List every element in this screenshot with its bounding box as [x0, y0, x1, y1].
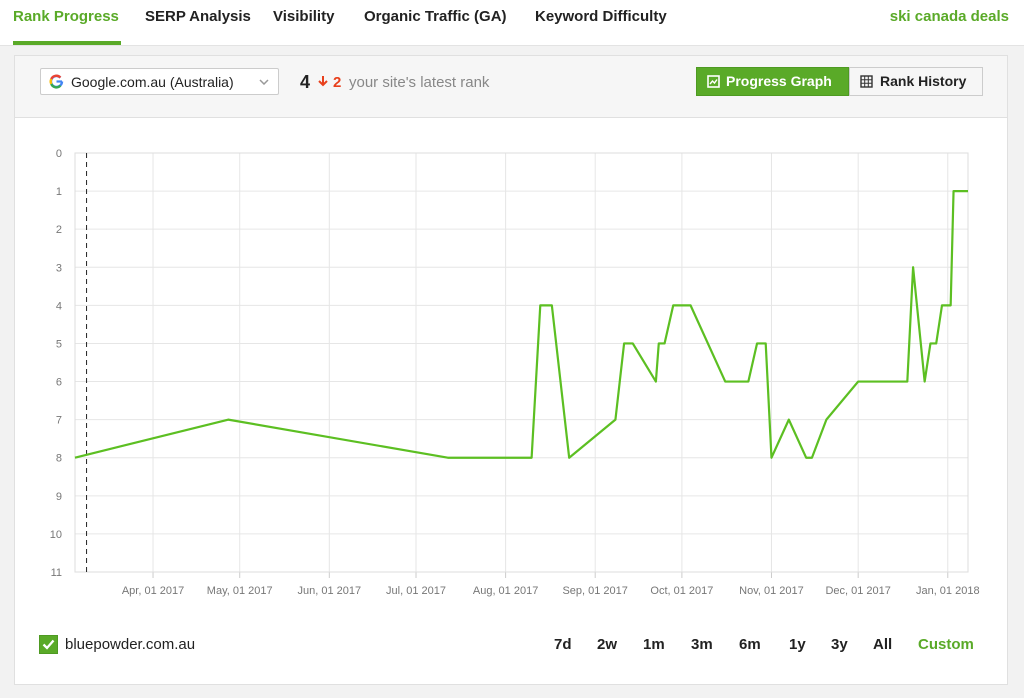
plot-frame: [74, 152, 969, 573]
google-icon: [49, 74, 64, 89]
tab[interactable]: Keyword Difficulty: [535, 8, 667, 25]
y-tick-label: 4: [56, 300, 62, 312]
button-label: Progress Graph: [726, 73, 832, 89]
progress-graph-button[interactable]: Progress Graph: [696, 67, 849, 96]
y-tick-label: 8: [56, 453, 62, 465]
range-button[interactable]: 1m: [643, 636, 665, 653]
y-tick-label: 9: [56, 491, 62, 503]
y-tick-label: 7: [56, 415, 62, 427]
caret: [259, 79, 269, 85]
rank: 4: [300, 72, 311, 92]
legend-checkbox[interactable]: [39, 635, 58, 654]
y-tick-label: 2: [56, 224, 62, 236]
panel: [14, 55, 1008, 685]
rank-history-button[interactable]: Rank History: [849, 67, 983, 96]
button-label: Rank History: [880, 73, 967, 89]
range-button[interactable]: All: [873, 636, 893, 653]
down-arrow: [318, 76, 328, 87]
engine-label: Google.com.au (Australia): [71, 74, 234, 90]
y-tick-label: 1: [56, 186, 62, 198]
x-tick-label: Apr, 01 2017: [122, 585, 184, 597]
chart: 0 1 2 3 4 5 6 7 8 9 10 11 Apr, 01 2017 May, 01 2017 Ju…: [50, 148, 980, 597]
x-tick-label: Sep, 01 2017: [562, 585, 627, 597]
x-tick-label: Jun, 01 2017: [298, 585, 362, 597]
rank-change: 2: [333, 74, 342, 91]
rank-line: [74, 189, 968, 459]
tab[interactable]: SERP Analysis: [145, 8, 251, 25]
top-bar: [0, 0, 1024, 46]
x-tick-label: Oct, 01 2017: [650, 585, 713, 597]
rank-caption: your site's latest rank: [349, 74, 490, 91]
y-tick-label: 11: [51, 567, 62, 579]
active-tab-indicator: [13, 41, 121, 45]
graph-icon: [707, 75, 720, 88]
y-tick-label: 5: [56, 338, 62, 350]
y-tick-label: 10: [50, 529, 62, 541]
x-tick-label: Aug, 01 2017: [473, 585, 538, 597]
x-tick-label: Dec, 01 2017: [825, 585, 890, 597]
y-tick-label: 6: [56, 377, 62, 389]
y-tick-label: 0: [56, 148, 62, 160]
x-tick-label: Jul, 01 2017: [386, 585, 446, 597]
x-tick-label: Nov, 01 2017: [739, 585, 804, 597]
keyword[interactable]: ski canada deals: [889, 8, 1009, 25]
range-button[interactable]: Custom: [918, 636, 974, 653]
tab[interactable]: Rank Progress: [13, 8, 119, 25]
x-tick-label: Jan, 01 2018: [916, 585, 980, 597]
y-tick-label: 3: [56, 262, 62, 274]
table-icon: [860, 75, 873, 88]
range-button[interactable]: 2w: [597, 636, 618, 653]
x-tick-label: May, 01 2017: [207, 585, 273, 597]
range-button[interactable]: 1y: [789, 636, 806, 653]
legend-label: bluepowder.com.au: [65, 636, 196, 653]
range-button[interactable]: 3y: [831, 636, 848, 653]
range-button[interactable]: 7d: [554, 636, 572, 653]
tab[interactable]: Visibility: [273, 8, 335, 25]
range-button[interactable]: 6m: [739, 636, 761, 653]
range-button[interactable]: 3m: [691, 636, 713, 653]
tab[interactable]: Organic Traffic (GA): [364, 8, 507, 25]
engine-dropdown[interactable]: Google.com.au (Australia): [40, 68, 279, 95]
